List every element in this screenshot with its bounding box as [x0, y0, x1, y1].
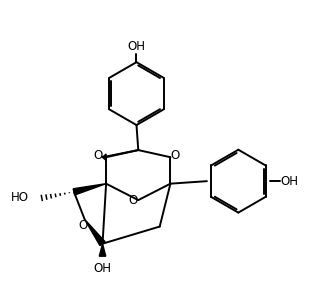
Text: HO: HO	[11, 191, 29, 204]
Text: OH: OH	[280, 175, 298, 188]
Text: O: O	[78, 219, 88, 232]
Text: OH: OH	[128, 40, 145, 53]
Text: O: O	[93, 149, 102, 162]
Polygon shape	[85, 219, 105, 246]
Text: OH: OH	[94, 262, 111, 274]
Polygon shape	[73, 184, 106, 195]
Text: O: O	[171, 149, 180, 162]
Polygon shape	[102, 154, 106, 160]
Polygon shape	[99, 244, 106, 256]
Text: O: O	[128, 194, 137, 207]
